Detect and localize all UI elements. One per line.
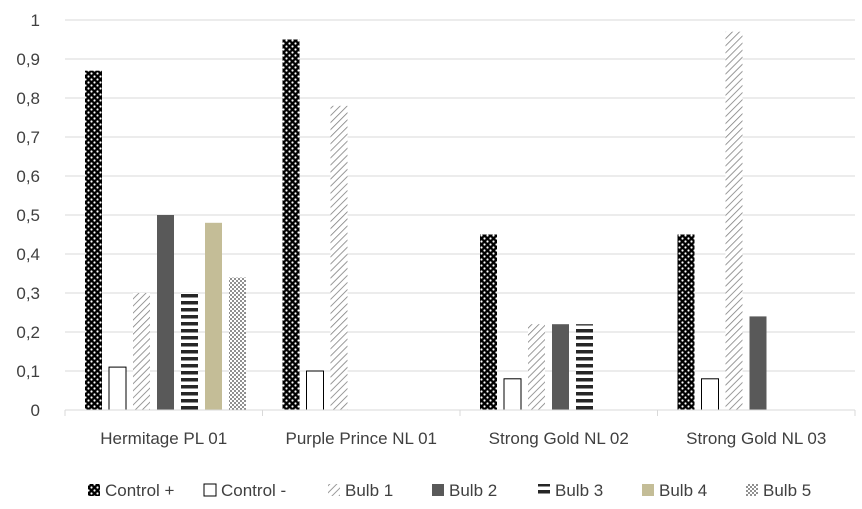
legend-swatch-control xyxy=(203,483,217,497)
y-tick-label: 0 xyxy=(31,401,40,420)
y-tick-label: 1 xyxy=(31,11,40,30)
legend-label-bulb-5: Bulb 5 xyxy=(763,481,811,500)
x-axis xyxy=(64,409,856,416)
y-axis-tick-labels: 0 0,1 0,2 0,3 0,4 0,5 0,6 0,7 0,8 0,9 1 xyxy=(16,11,40,420)
legend-label-bulb-3: Bulb 3 xyxy=(555,481,603,500)
x-category-label: Purple Prince NL 01 xyxy=(285,429,437,448)
bar-control--1 xyxy=(282,39,300,410)
legend-label-control: Control + xyxy=(105,481,175,500)
x-category-label: Hermitage PL 01 xyxy=(100,429,227,448)
legend: Control + Control - Bulb 1 Bulb 2 Bulb 3 Bulb… xyxy=(88,481,811,500)
y-tick-label: 0,2 xyxy=(16,323,40,342)
legend-swatch-bulb-1 xyxy=(328,484,340,496)
y-tick-label: 0,7 xyxy=(16,128,40,147)
x-category-label: Strong Gold NL 03 xyxy=(686,429,826,448)
bar-bulb-5-0 xyxy=(229,277,246,410)
y-tick-label: 0,9 xyxy=(16,50,40,69)
bar-control--3 xyxy=(677,234,695,410)
legend-swatch-control xyxy=(88,484,100,496)
legend-swatch-bulb-5 xyxy=(746,484,758,496)
bar-bulb-1-0 xyxy=(133,293,150,410)
x-category-label: Strong Gold NL 02 xyxy=(489,429,629,448)
bar-control--2 xyxy=(480,234,497,410)
legend-label-bulb-1: Bulb 1 xyxy=(345,481,393,500)
bars xyxy=(85,31,767,411)
legend-label-control: Control - xyxy=(221,481,286,500)
bar-bulb-2-3 xyxy=(749,316,767,410)
legend-swatch-bulb-2 xyxy=(432,484,444,496)
bar-bulb-2-2 xyxy=(552,324,569,410)
y-tick-label: 0,4 xyxy=(16,245,40,264)
legend-swatch-bulb-3 xyxy=(538,484,550,496)
bar-control--3 xyxy=(701,378,719,411)
bar-bulb-4-0 xyxy=(205,222,222,410)
y-tick-label: 0,1 xyxy=(16,362,40,381)
y-tick-label: 0,6 xyxy=(16,167,40,186)
legend-label-bulb-2: Bulb 2 xyxy=(449,481,497,500)
bar-control--0 xyxy=(85,70,102,410)
legend-swatch-bulb-4 xyxy=(642,484,654,496)
bar-bulb-1-1 xyxy=(330,105,348,411)
y-tick-label: 0,5 xyxy=(16,206,40,225)
bar-bulb-1-3 xyxy=(725,31,743,410)
bar-control--1 xyxy=(306,370,324,411)
bar-control--2 xyxy=(503,378,522,411)
bar-bulb-1-2 xyxy=(528,324,545,410)
bar-bulb-3-0 xyxy=(181,293,198,410)
y-tick-label: 0,8 xyxy=(16,89,40,108)
bar-bulb-3-2 xyxy=(576,324,593,410)
y-tick-label: 0,3 xyxy=(16,284,40,303)
bar-control--0 xyxy=(108,366,127,411)
legend-label-bulb-4: Bulb 4 xyxy=(659,481,707,500)
x-axis-category-labels: Hermitage PL 01 Purple Prince NL 01 Strong… xyxy=(100,429,826,448)
bar-bulb-2-0 xyxy=(157,215,174,410)
